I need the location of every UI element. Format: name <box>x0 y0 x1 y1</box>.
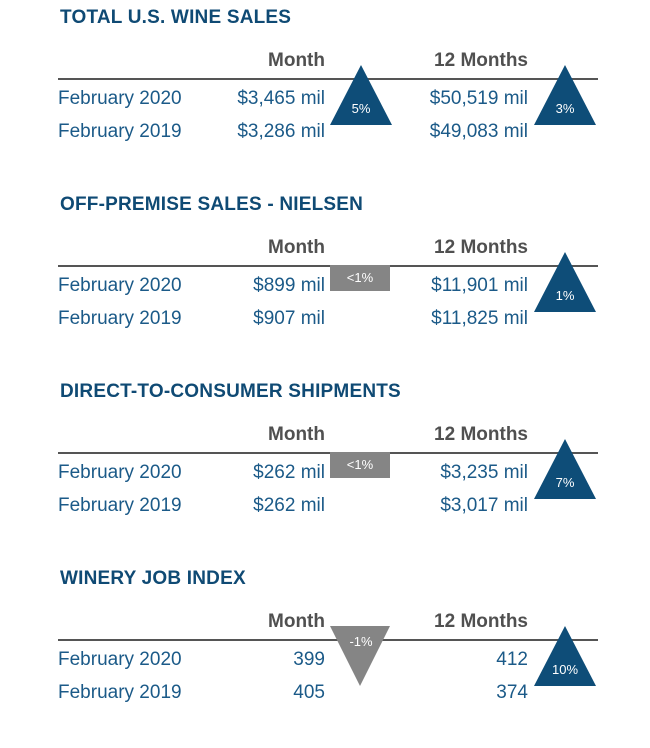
up-triangle-icon <box>534 65 596 125</box>
header-divider <box>58 78 598 80</box>
metric-section: OFF-PREMISE SALES - NIELSEN Month 12 Mon… <box>0 187 650 374</box>
header-divider <box>58 452 598 454</box>
down-triangle-icon <box>330 626 390 686</box>
twelve-month-value: $3,017 mil <box>440 495 528 516</box>
up-triangle-icon <box>534 626 596 686</box>
month-value: $262 mil <box>253 495 325 516</box>
column-header-12-months: 12 Months <box>434 424 528 445</box>
metric-section: WINERY JOB INDEX Month 12 Months Februar… <box>0 561 650 748</box>
month-value: $3,286 mil <box>237 121 325 142</box>
header-divider <box>58 265 598 267</box>
month-value: $262 mil <box>253 462 325 483</box>
row-label: February 2020 <box>58 462 182 483</box>
change-value: -1% <box>349 634 373 649</box>
twelve-month-value: $49,083 mil <box>429 121 528 142</box>
month-value: $899 mil <box>253 275 325 296</box>
change-indicator: -1% <box>330 626 392 686</box>
row-label: February 2019 <box>58 495 182 516</box>
up-triangle-icon <box>534 252 596 312</box>
column-header-month: Month <box>268 50 325 71</box>
section-title: OFF-PREMISE SALES - NIELSEN <box>60 194 364 215</box>
neutral-box-icon: <1% <box>330 265 390 291</box>
metric-section: DIRECT-TO-CONSUMER SHIPMENTS Month 12 Mo… <box>0 374 650 561</box>
up-triangle-icon <box>534 439 596 499</box>
column-header-month: Month <box>268 611 325 632</box>
metric-section: TOTAL U.S. WINE SALES Month 12 Months Fe… <box>0 0 650 187</box>
row-label: February 2019 <box>58 121 182 142</box>
section-title: DIRECT-TO-CONSUMER SHIPMENTS <box>60 381 401 402</box>
row-label: February 2019 <box>58 308 182 329</box>
twelve-month-value: $11,901 mil <box>431 275 528 296</box>
neutral-box-icon: <1% <box>330 452 390 478</box>
month-value: $3,465 mil <box>237 88 325 109</box>
row-label: February 2019 <box>58 682 182 703</box>
twelve-month-value: $3,235 mil <box>440 462 528 483</box>
up-triangle-icon <box>330 65 392 125</box>
column-header-12-months: 12 Months <box>434 611 528 632</box>
change-value: <1% <box>346 457 374 472</box>
change-indicator: <1% <box>330 439 392 499</box>
change-indicator: 7% <box>534 439 596 499</box>
column-header-month: Month <box>268 424 325 445</box>
row-label: February 2020 <box>58 88 182 109</box>
change-indicator: 5% <box>330 65 392 125</box>
row-label: February 2020 <box>58 275 182 296</box>
change-indicator: 10% <box>534 626 596 686</box>
twelve-month-value: 374 <box>496 682 528 703</box>
change-value: 1% <box>555 288 575 303</box>
row-label: February 2020 <box>58 649 182 670</box>
section-title: TOTAL U.S. WINE SALES <box>60 7 292 28</box>
column-header-12-months: 12 Months <box>434 237 528 258</box>
twelve-month-value: $50,519 mil <box>429 88 528 109</box>
change-indicator: 3% <box>534 65 596 125</box>
month-value: 405 <box>293 682 325 703</box>
change-indicator: 1% <box>534 252 596 312</box>
column-header-12-months: 12 Months <box>434 50 528 71</box>
section-title: WINERY JOB INDEX <box>60 568 246 589</box>
month-value: 399 <box>293 649 325 670</box>
month-value: $907 mil <box>253 308 325 329</box>
change-value: 3% <box>555 101 575 116</box>
twelve-month-value: 412 <box>496 649 528 670</box>
twelve-month-value: $11,825 mil <box>431 308 528 329</box>
change-value: 10% <box>551 662 579 677</box>
change-value: 7% <box>555 475 575 490</box>
column-header-month: Month <box>268 237 325 258</box>
change-indicator: <1% <box>330 252 392 312</box>
change-value: 5% <box>351 101 371 116</box>
change-value: <1% <box>346 270 374 285</box>
header-divider <box>58 639 598 641</box>
